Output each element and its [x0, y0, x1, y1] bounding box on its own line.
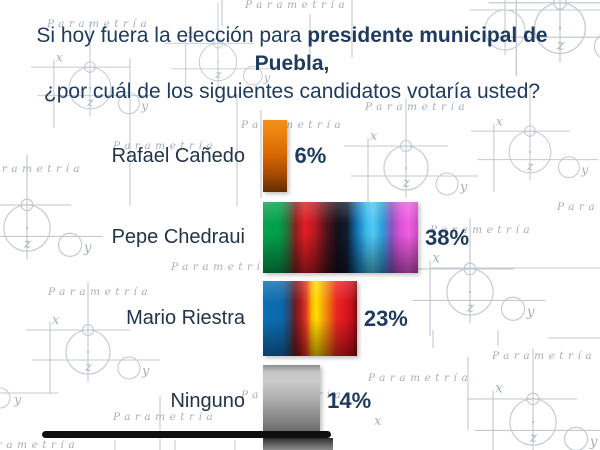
watermark-brand: Parametría	[47, 286, 152, 298]
value-label: 6%	[294, 143, 327, 168]
bar-row-ninguno: Ninguno 14%	[0, 365, 371, 437]
watermark-brand: Parametría	[491, 350, 596, 362]
candidate-label: Ninguno	[170, 389, 245, 412]
x-axis-baseline	[42, 431, 331, 438]
watermark-brand: Parametría	[364, 101, 469, 113]
watermark-brand: Parametría	[429, 224, 534, 236]
candidate-label: Pepe Chedraui	[111, 226, 245, 248]
bar-row-mario-riestra: Mario Riestra 23%	[0, 281, 408, 356]
watermark-brand: Parametría	[170, 261, 275, 273]
bar-ninguno	[263, 365, 321, 437]
value-label: 14%	[327, 388, 372, 413]
watermark-brand: Parametría	[244, 0, 349, 11]
question-title-line1: Si hoy fuera la elección para presidente…	[0, 22, 584, 78]
watermark-brand: Parametría	[367, 372, 472, 384]
bar-row-rafael-canedo: Rafael Cañedo 6%	[0, 120, 326, 192]
axis-letter-x-icon: x	[374, 414, 382, 429]
question-title: Si hoy fuera la elección para presidente…	[0, 22, 584, 106]
watermark-brand: Parametría	[46, 18, 151, 30]
bar-row-pepe-chedraui: Pepe Chedraui 38%	[0, 202, 469, 273]
value-label: 23%	[363, 305, 408, 331]
axis-letter-y-icon: y	[13, 393, 22, 408]
title-bold-text: presidente municipal de Puebla,	[254, 24, 548, 75]
watermark-brand: Parametría	[0, 439, 79, 450]
question-title-line2: ¿por cuál de los siguientes candidatos v…	[43, 80, 541, 103]
watermark-brand: Parametría	[112, 140, 217, 152]
value-label: 38%	[425, 224, 470, 250]
candidate-label: Mario Riestra	[126, 307, 245, 329]
watermark-brand: Parametría	[112, 411, 217, 423]
cutoff-bar-below-axis	[263, 438, 333, 450]
candidate-label: Rafael Cañedo	[111, 144, 245, 167]
title-regular-text: Si hoy fuera la elección para	[36, 24, 308, 47]
watermark-brand: Parametría	[556, 201, 600, 213]
watermark-brand: Parametría	[0, 163, 84, 175]
bar-pepe-chedraui	[263, 202, 419, 273]
bar-rafael-canedo	[263, 120, 288, 192]
bar-mario-riestra	[263, 281, 357, 356]
